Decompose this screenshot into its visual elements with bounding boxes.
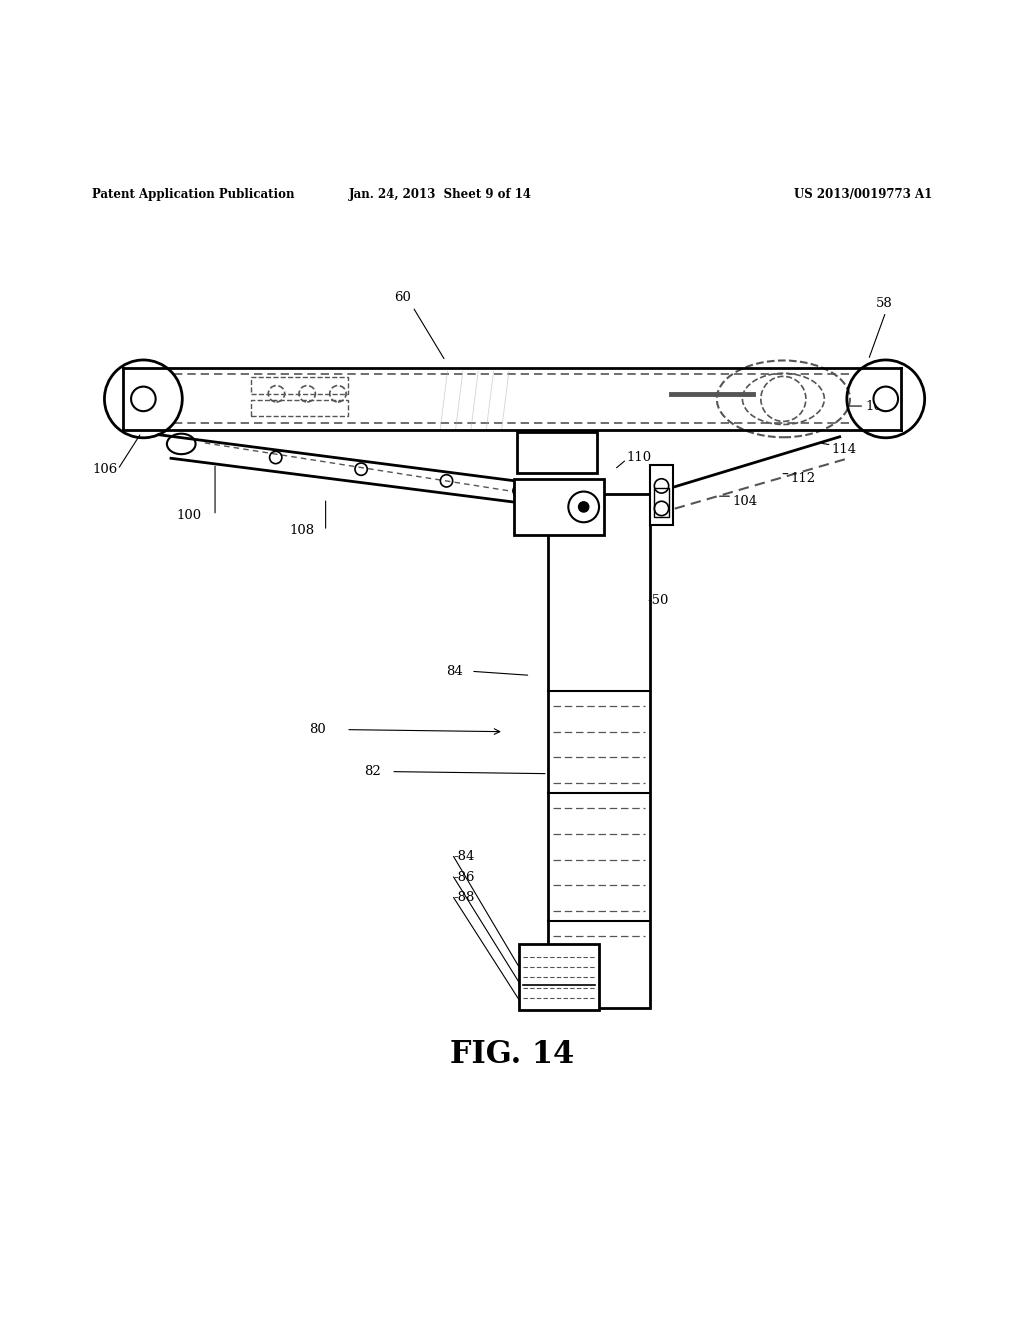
FancyBboxPatch shape	[519, 944, 599, 1010]
FancyBboxPatch shape	[650, 466, 673, 525]
Text: 114: 114	[831, 442, 857, 455]
Text: 112: 112	[791, 473, 816, 486]
Text: Patent Application Publication: Patent Application Publication	[92, 187, 295, 201]
Text: 108: 108	[290, 524, 315, 537]
Text: 80: 80	[309, 723, 326, 737]
Circle shape	[873, 387, 898, 411]
Text: US 2013/0019773 A1: US 2013/0019773 A1	[794, 187, 932, 201]
Text: 104: 104	[732, 495, 758, 508]
Text: 100: 100	[176, 510, 202, 523]
Text: 82: 82	[365, 766, 381, 777]
Text: -84: -84	[454, 850, 475, 863]
Text: -88: -88	[454, 891, 475, 904]
FancyBboxPatch shape	[517, 432, 597, 473]
Text: 58: 58	[876, 297, 892, 310]
Text: 106: 106	[92, 463, 118, 477]
FancyBboxPatch shape	[514, 479, 604, 535]
Text: FIG. 14: FIG. 14	[450, 1039, 574, 1069]
Text: 84: 84	[446, 665, 463, 677]
FancyBboxPatch shape	[548, 494, 650, 1008]
Text: 60: 60	[394, 290, 411, 304]
Text: -86: -86	[454, 871, 475, 883]
Circle shape	[131, 387, 156, 411]
Text: Jan. 24, 2013  Sheet 9 of 14: Jan. 24, 2013 Sheet 9 of 14	[349, 187, 531, 201]
Circle shape	[579, 502, 589, 512]
Text: 102: 102	[865, 400, 891, 413]
Text: 110: 110	[627, 450, 652, 463]
Text: -50: -50	[647, 594, 669, 607]
